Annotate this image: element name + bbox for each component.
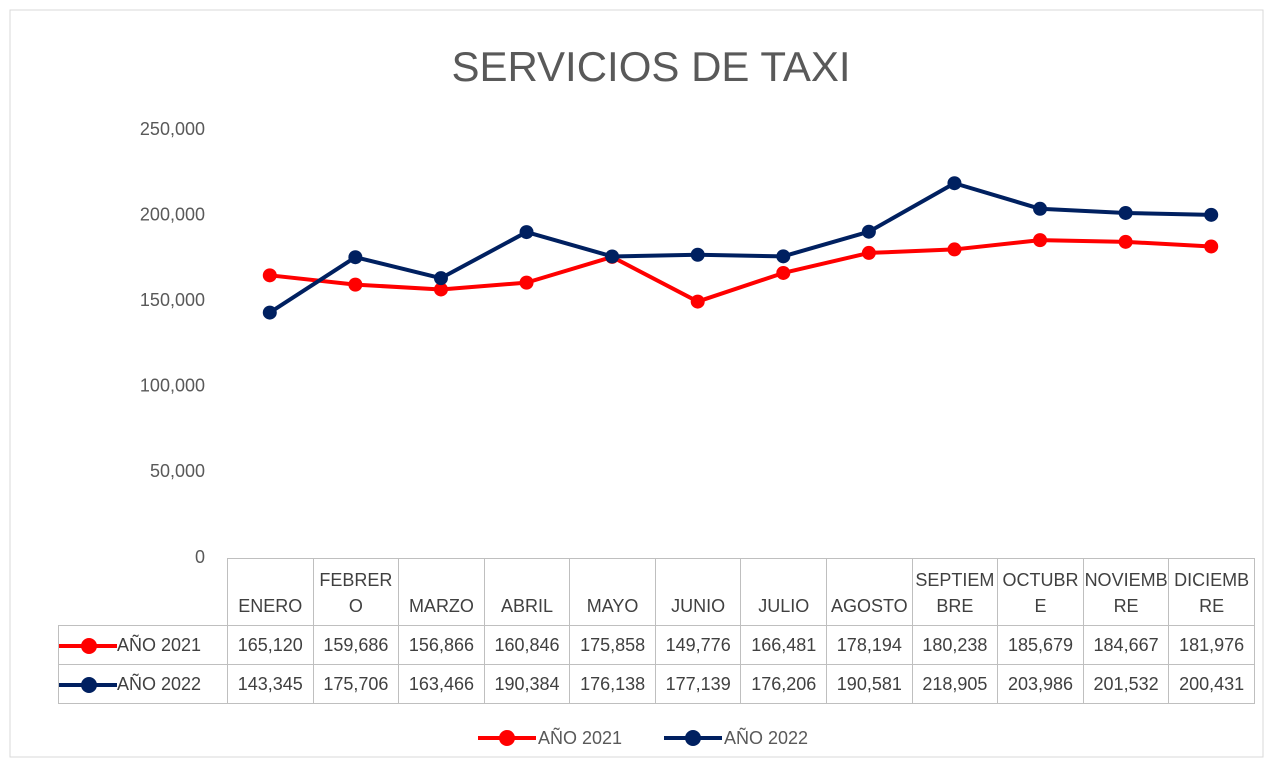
table-value: 165,120: [227, 625, 314, 665]
point: [1204, 239, 1219, 254]
point: [1118, 205, 1133, 220]
point: [348, 250, 363, 265]
x-tick-label: NOVIEMBRE: [1082, 558, 1170, 626]
chart-title: SERVICIOS DE TAXI: [451, 43, 850, 90]
point: [605, 249, 620, 264]
table-value: 181,976: [1168, 625, 1255, 665]
point: [776, 265, 791, 280]
point: [433, 271, 448, 286]
table-value: 176,138: [569, 664, 656, 704]
legend-label: AÑO 2021: [538, 727, 622, 748]
legend-key: [59, 677, 117, 694]
table-value: 178,194: [826, 625, 913, 665]
x-tick-label: OCTUBRE: [997, 558, 1084, 626]
row-label: AÑO 2022: [117, 674, 202, 694]
table-value: 175,858: [569, 625, 656, 665]
row-label: AÑO 2021: [117, 635, 202, 655]
y-tick-label: 200,000: [140, 204, 205, 224]
legend-marker: [685, 730, 701, 746]
table-value: 177,139: [654, 664, 742, 704]
table-value: 160,846: [483, 625, 571, 665]
point: [433, 282, 448, 297]
y-tick-label: 0: [195, 547, 205, 567]
row-header: AÑO 2021: [58, 625, 228, 665]
point: [690, 247, 705, 262]
legend-key: [59, 638, 117, 655]
table-value: 180,238: [911, 625, 999, 665]
series-line: [269, 238, 1212, 304]
table-value: 184,667: [1082, 625, 1170, 665]
legend-marker: [499, 730, 515, 746]
x-tick-label: MARZO: [398, 558, 485, 626]
series-row: AÑO 2022 143,345 175,706 163,466 190,384 176,…: [58, 664, 1255, 704]
y-tick-label: 50,000: [150, 461, 205, 481]
x-tick-label: ABRIL: [483, 558, 571, 626]
table-value: 185,679: [997, 625, 1084, 665]
point: [519, 275, 534, 290]
blank-cell: [59, 559, 228, 626]
x-tick-label: AGOSTO: [826, 558, 913, 626]
y-tick-label: 250,000: [140, 119, 205, 139]
table-value: 176,206: [740, 664, 828, 704]
point: [1118, 234, 1133, 249]
point: [1204, 207, 1219, 222]
point: [861, 224, 876, 239]
point: [690, 294, 705, 309]
table-value: 149,776: [654, 625, 742, 665]
row-header: AÑO 2022: [58, 664, 228, 704]
x-tick-label: ENERO: [227, 558, 314, 626]
table-value: 156,866: [398, 625, 485, 665]
point: [947, 176, 962, 191]
table-value: 159,686: [312, 625, 400, 665]
y-tick-label: 100,000: [140, 376, 205, 396]
point: [861, 245, 876, 260]
y-tick-label: 150,000: [140, 290, 205, 310]
x-tick-label: FEBRERO: [312, 558, 400, 626]
point: [519, 225, 534, 240]
series-row: AÑO 2021 165,120 159,686 156,866 160,846 175,…: [58, 625, 1255, 665]
table-value: 218,905: [911, 664, 999, 704]
table-value: 163,466: [398, 664, 485, 704]
table-value: 190,581: [826, 664, 913, 704]
point: [1033, 201, 1048, 216]
x-tick-label: JULIO: [740, 558, 828, 626]
table-value: 175,706: [312, 664, 400, 704]
table-value: 203,986: [997, 664, 1084, 704]
legend-label: AÑO 2022: [724, 727, 808, 748]
point: [262, 305, 277, 320]
legend-marker: [81, 638, 97, 655]
series-line: [268, 181, 1212, 315]
table-value: 166,481: [740, 625, 828, 665]
table-value: 143,345: [227, 664, 314, 704]
legend-marker: [81, 677, 97, 694]
x-tick-label: MAYO: [569, 558, 656, 626]
x-tick-label: DICIEMBRE: [1168, 558, 1255, 626]
header-row: ENERO FEBRERO MARZO ABRIL MAYO JUNIO JULIO AGOS…: [59, 558, 1255, 626]
table-value: 201,532: [1082, 664, 1170, 704]
data-table: ENERO FEBRERO MARZO ABRIL MAYO JUNIO JULIO AGOS…: [58, 558, 1255, 704]
point: [947, 242, 962, 257]
point: [1033, 233, 1048, 248]
x-tick-label: SEPTIEMBRE: [911, 558, 999, 626]
point: [262, 268, 277, 283]
table-value: 190,384: [483, 664, 571, 704]
x-tick-label: JUNIO: [654, 558, 742, 626]
point: [348, 277, 363, 292]
point: [776, 249, 791, 264]
table-value: 200,431: [1168, 664, 1255, 704]
